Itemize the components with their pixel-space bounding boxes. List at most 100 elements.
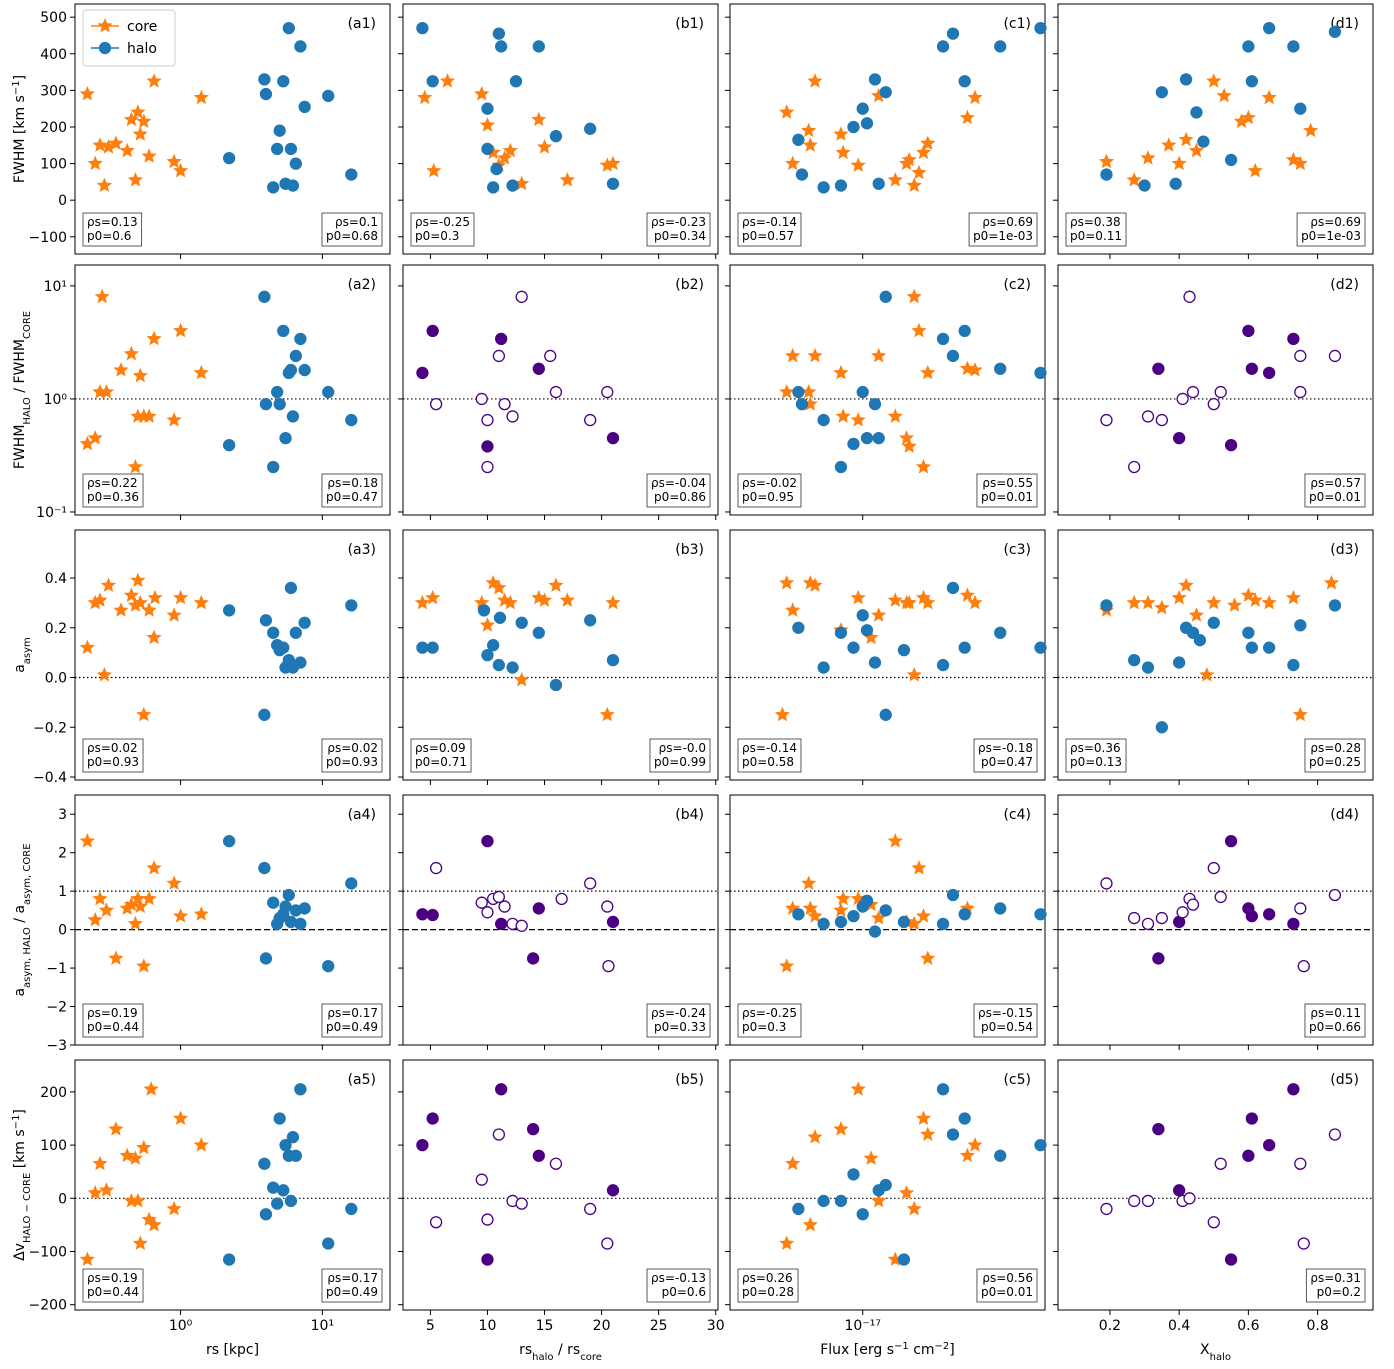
star-marker: [802, 1216, 818, 1232]
circle-marker: [994, 40, 1007, 53]
star-marker: [127, 459, 143, 474]
star-marker: [100, 577, 117, 592]
circle-marker: [345, 877, 358, 890]
star-marker: [123, 896, 139, 912]
stats-text: ρs=0.69: [1310, 215, 1361, 229]
star-marker: [108, 1121, 124, 1136]
circle-marker: [1186, 626, 1200, 639]
circle-marker: [601, 900, 614, 913]
star-marker: [147, 589, 163, 605]
y-tick-label: 0: [58, 923, 67, 939]
stats-text: p0=0.3: [742, 1020, 786, 1034]
circle-marker: [298, 100, 311, 114]
y-tick-label: 0.0: [45, 671, 67, 687]
stats-text: ρs=-0.25: [742, 1006, 797, 1020]
star-marker: [479, 117, 496, 132]
circle-marker: [222, 438, 236, 452]
circle-marker: [936, 332, 950, 345]
circle-marker: [271, 385, 284, 399]
star-marker: [193, 906, 209, 921]
circle-marker: [345, 168, 358, 181]
circle-marker: [416, 908, 429, 921]
star-marker: [807, 908, 823, 923]
circle-marker: [1328, 25, 1342, 38]
panel-frame: [402, 794, 719, 1046]
circle-marker: [1294, 349, 1307, 363]
x-tick-label: 30: [707, 1318, 725, 1334]
circle-marker: [868, 925, 882, 938]
y-tick-label: 200: [40, 1085, 67, 1101]
star-marker: [967, 89, 983, 105]
star-marker: [141, 890, 157, 906]
circle-marker: [492, 27, 506, 40]
circle-marker: [1214, 1157, 1227, 1170]
stats-frame: [1065, 212, 1127, 247]
x-tick-label: 10¹: [311, 1318, 334, 1334]
stats-text: ρs=0.18: [327, 476, 378, 490]
circle-marker: [526, 952, 540, 965]
star-marker: [850, 157, 866, 172]
star-marker: [901, 438, 917, 453]
circle-marker: [1287, 658, 1300, 672]
panel-frame: [1057, 3, 1374, 255]
star-marker: [87, 912, 103, 927]
star-marker: [871, 347, 887, 363]
label-part: −1: [894, 1341, 909, 1352]
panel-label: (b4): [675, 807, 704, 823]
circle-marker: [958, 1112, 971, 1125]
star-marker: [130, 104, 146, 119]
star-marker: [959, 587, 975, 602]
star-marker: [967, 594, 983, 610]
star-marker: [1233, 113, 1250, 128]
y-axis-label: FWHM [km s−1]: [11, 75, 29, 183]
circle-marker: [601, 1237, 614, 1250]
circle-marker: [495, 1083, 508, 1096]
circle-marker: [1152, 362, 1165, 375]
star-marker: [123, 111, 139, 127]
star-marker: [497, 150, 513, 165]
star-marker: [79, 86, 95, 101]
panel-label: (d3): [1330, 542, 1359, 558]
panel-frame: [1057, 1059, 1374, 1311]
circle-marker: [1242, 626, 1255, 639]
circle-marker: [298, 902, 311, 915]
x-tick-label: 10: [479, 1318, 497, 1334]
x-tick-label: 20: [593, 1318, 611, 1334]
circle-marker: [490, 162, 503, 176]
circle-marker: [958, 908, 971, 921]
stats-frame: [82, 1003, 144, 1038]
stats-text: ρs=0.13: [87, 215, 138, 229]
x-tick-label: 0.8: [1306, 1318, 1328, 1334]
stats-frame: [321, 473, 383, 508]
legend-marker: [97, 18, 113, 33]
circle-marker: [860, 431, 874, 445]
circle-marker: [792, 1202, 805, 1216]
panel-label: (c5): [1003, 1072, 1031, 1088]
stats-text: p0=0.01: [1309, 490, 1361, 504]
star-marker: [1154, 599, 1170, 615]
circle-marker: [1224, 835, 1238, 848]
star-marker: [166, 412, 182, 427]
circle-marker: [1034, 366, 1047, 380]
star-marker: [920, 1126, 936, 1141]
circle-marker: [946, 349, 960, 363]
x-tick-label: 25: [650, 1318, 668, 1334]
star-marker: [1206, 594, 1222, 610]
circle-marker: [795, 397, 809, 411]
panel-label: (a4): [348, 807, 376, 823]
circle-marker: [584, 877, 597, 890]
star-marker: [599, 706, 615, 722]
star-marker: [166, 607, 182, 622]
y-tick-label: −3: [46, 1038, 67, 1054]
star-marker: [79, 639, 95, 655]
stats-frame: [737, 738, 802, 773]
circle-marker: [879, 1178, 892, 1192]
star-marker: [136, 1139, 152, 1155]
circle-marker: [481, 440, 494, 453]
star-marker: [901, 151, 917, 167]
star-marker: [887, 592, 903, 607]
circle-marker: [1034, 641, 1047, 654]
